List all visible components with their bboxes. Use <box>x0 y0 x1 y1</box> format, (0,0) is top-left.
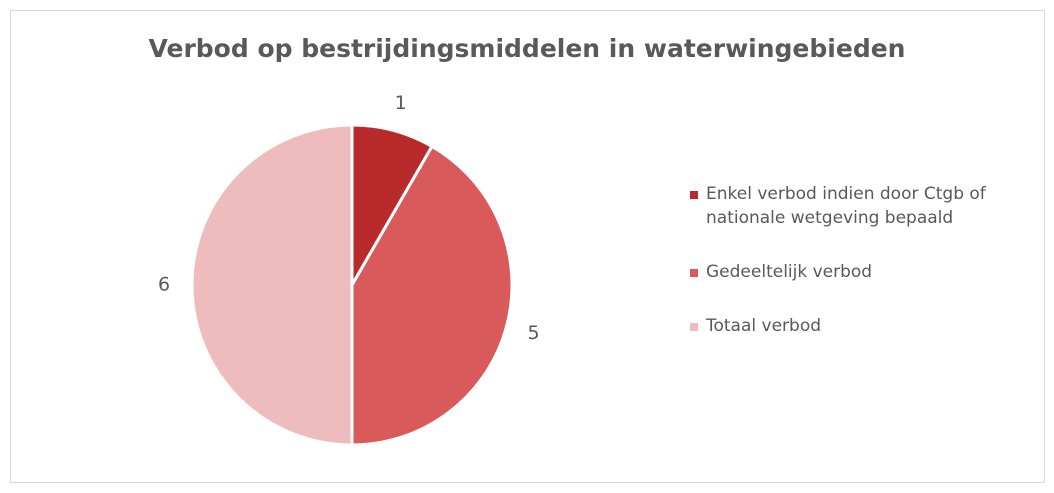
chart-title: Verbod op bestrijdingsmiddelen in waterw… <box>149 34 906 63</box>
data-label: 5 <box>528 322 540 344</box>
legend-item: Totaal verbod <box>690 314 1010 338</box>
pie-slice <box>350 144 514 447</box>
legend: Enkel verbod indien door Ctgb of nationa… <box>690 182 1010 368</box>
legend-label: Enkel verbod indien door Ctgb of nationa… <box>706 184 986 228</box>
legend-swatch <box>690 323 698 331</box>
legend-swatch <box>690 269 698 277</box>
legend-label: Totaal verbod <box>706 316 822 336</box>
pie-slice <box>190 123 354 447</box>
legend-swatch <box>690 191 698 199</box>
legend-label: Gedeeltelijk verbod <box>706 262 873 282</box>
legend-item: Enkel verbod indien door Ctgb of nationa… <box>690 182 1010 230</box>
data-label: 1 <box>395 92 407 114</box>
frame <box>10 10 1045 483</box>
legend-item: Gedeeltelijk verbod <box>690 260 1010 284</box>
data-label: 6 <box>158 274 170 296</box>
